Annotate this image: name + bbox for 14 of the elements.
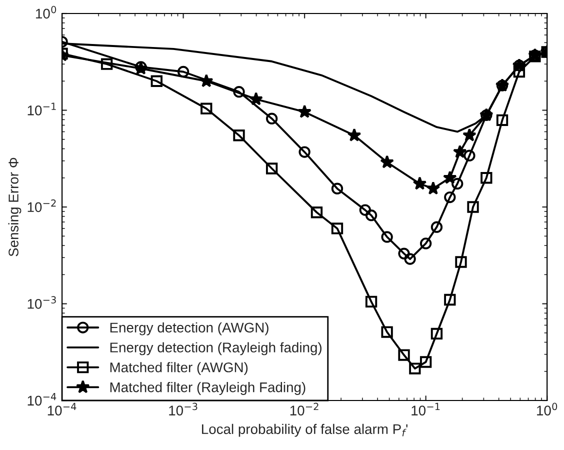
y-axis-title: Sensing Error Φ [8, 158, 22, 256]
legend-label: Energy detection (AWGN) [110, 322, 268, 336]
y-tick-label: 10$^{−2}$ [28, 199, 56, 212]
legend-label: Matched filter (AWGN) [110, 362, 248, 376]
x-axis-title: Local probability of false alarm P$_{f}$' [202, 424, 408, 437]
x-tick-label: 10$^{−2}$ [290, 402, 318, 416]
y-tick-label: 10$^{0}$ [36, 6, 56, 19]
x-tick-label: 10$^{0}$ [537, 402, 558, 416]
y-tick-label: 10$^{−1}$ [28, 102, 56, 116]
x-tick-label: 10$^{−1}$ [412, 402, 440, 416]
x-tick-label: 10$^{−3}$ [169, 402, 198, 416]
y-tick-label: 10$^{−3}$ [28, 296, 56, 309]
legend-label: Energy detection (Rayleigh fading) [110, 342, 322, 356]
legend-label: Matched filter (Rayleigh Fading) [110, 382, 306, 395]
